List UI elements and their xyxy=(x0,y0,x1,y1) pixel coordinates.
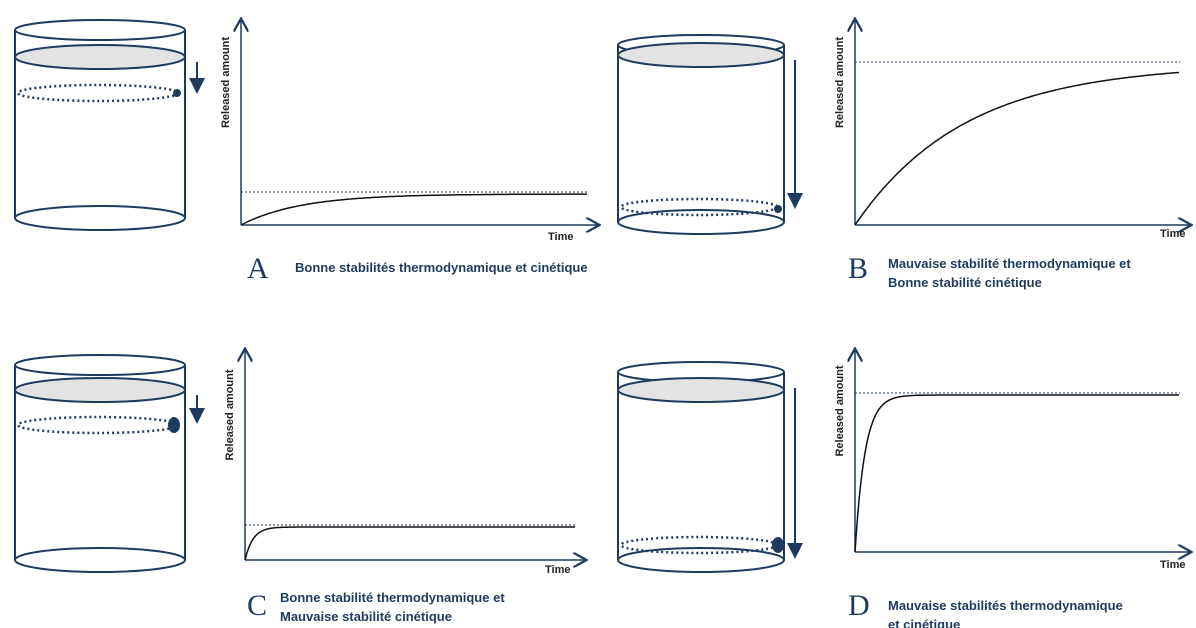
panel: Released amount Time B Mauvaise stabilité t… xyxy=(617,20,1190,290)
release-curve xyxy=(854,71,1180,226)
cylinder-bottom xyxy=(14,547,186,573)
panel: Released amount Time C Bonne stabilité ther… xyxy=(14,350,585,624)
panel-letter: D xyxy=(848,589,870,622)
y-axis-label: Released amount xyxy=(834,365,846,456)
panel-letter: B xyxy=(848,252,868,285)
cylinder-bottom xyxy=(14,205,186,231)
level-dot xyxy=(772,537,784,553)
panel: Released amount Time A Bonne stabilités the… xyxy=(14,19,598,285)
level-dot xyxy=(774,205,782,213)
panel: Released amount Time D Mauvaise stabilités … xyxy=(617,350,1190,628)
cylinder-top xyxy=(14,354,186,376)
x-axis-label: Time xyxy=(1160,559,1185,571)
liquid-surface xyxy=(14,44,186,70)
panel-letter: C xyxy=(247,589,267,622)
caption: Bonne stabilité thermodynamique et xyxy=(280,590,505,605)
level-ring xyxy=(16,83,180,103)
x-axis-label: Time xyxy=(1160,228,1185,240)
release-curve xyxy=(854,394,1179,553)
y-axis-label: Released amount xyxy=(220,37,232,128)
x-axis-label: Time xyxy=(548,231,573,243)
x-axis-label: Time xyxy=(545,564,570,576)
y-axis-label: Released amount xyxy=(834,37,846,128)
caption: Mauvaise stabilité cinétique xyxy=(280,609,452,624)
level-dot xyxy=(173,89,181,97)
liquid-surface xyxy=(617,377,785,403)
caption: Bonne stabilité cinétique xyxy=(888,275,1042,290)
release-curve xyxy=(244,526,575,561)
release-curve xyxy=(240,193,587,226)
cylinder-bottom xyxy=(617,547,785,573)
y-axis-label: Released amount xyxy=(224,369,236,460)
caption: Mauvaise stabilité thermodynamique et xyxy=(888,256,1131,271)
caption: et cinétique xyxy=(888,617,960,628)
level-ring xyxy=(16,415,180,435)
caption: Bonne stabilités thermodynamique et ciné… xyxy=(295,260,588,275)
liquid-surface xyxy=(14,377,186,403)
level-dot xyxy=(168,417,180,433)
caption: Mauvaise stabilités thermodynamique xyxy=(888,598,1123,613)
liquid-surface xyxy=(617,42,785,68)
panel-letter: A xyxy=(247,252,269,285)
cylinder-bottom xyxy=(617,209,785,235)
cylinder-top xyxy=(14,19,186,41)
